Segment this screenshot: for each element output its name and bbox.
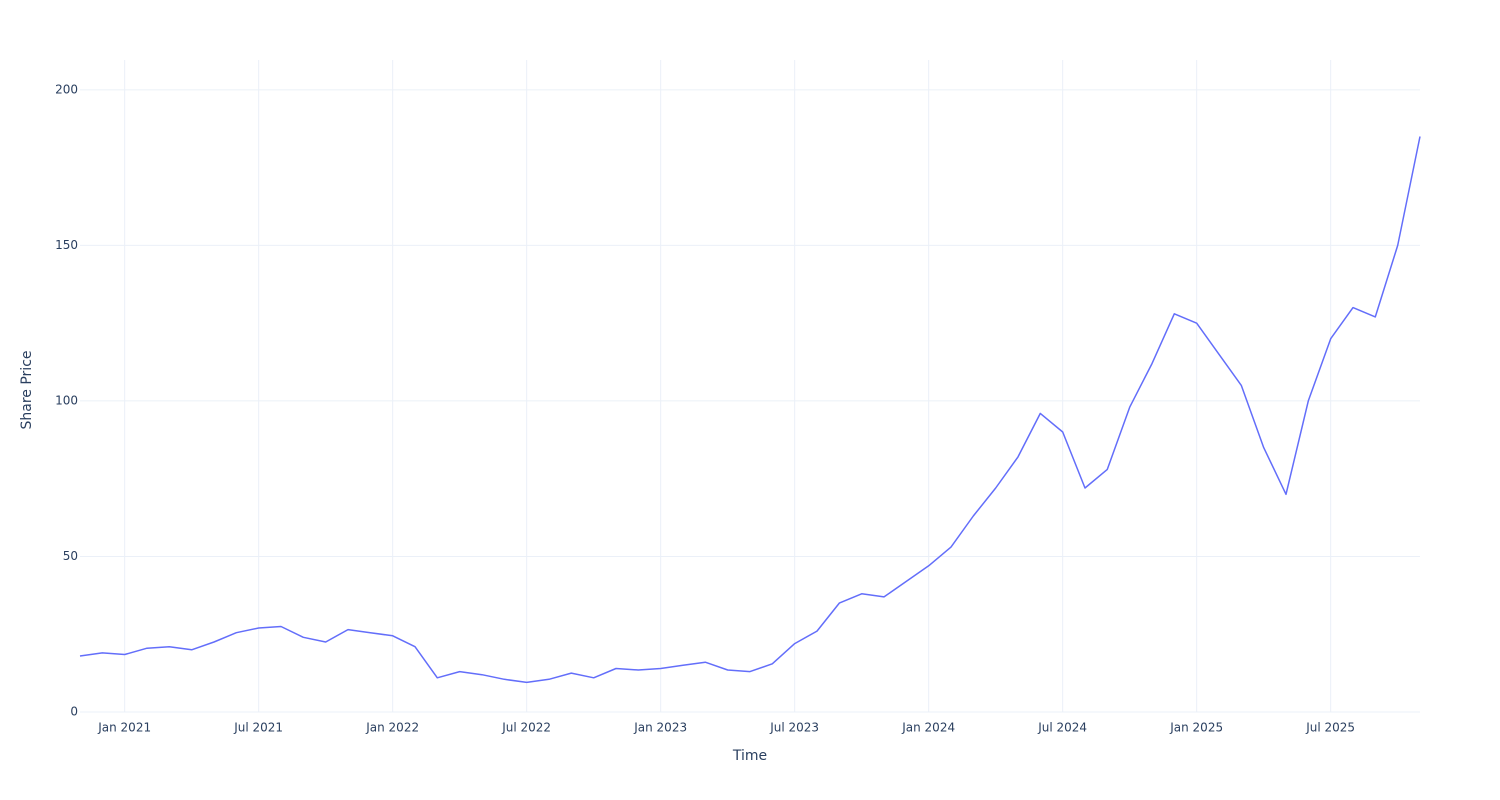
y-axis-title: Share Price [19,350,35,429]
x-tick-label: Jan 2021 [97,721,151,735]
x-tick-label: Jul 2023 [769,721,819,735]
x-tick-label: Jul 2024 [1037,721,1087,735]
y-tick-label: 0 [70,705,78,719]
x-axis-title: Time [732,748,767,764]
x-tick-label: Jan 2023 [633,721,687,735]
y-tick-label: 200 [55,82,78,96]
x-tick-label: Jan 2025 [1169,721,1223,735]
x-tick-label: Jul 2022 [501,721,551,735]
x-tick-label: Jul 2021 [233,721,283,735]
x-tick-label: Jan 2024 [901,721,955,735]
y-tick-label: 100 [55,393,78,407]
y-tick-label: 150 [55,238,78,252]
x-tick-label: Jul 2025 [1305,721,1355,735]
y-tick-label: 50 [63,549,78,563]
price-line [79,136,1421,684]
x-tick-label: Jan 2022 [365,721,419,735]
